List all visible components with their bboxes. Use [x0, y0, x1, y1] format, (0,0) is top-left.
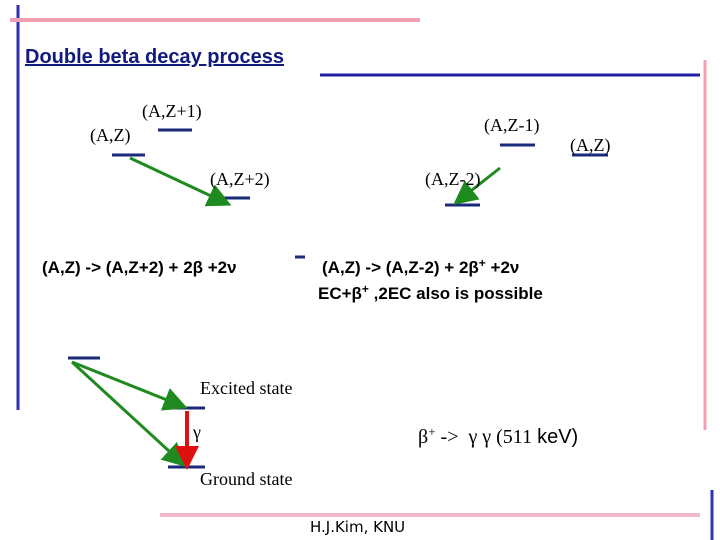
level-label: (A,Z+1) — [142, 101, 202, 122]
decoration — [10, 5, 714, 540]
gamma-levels — [68, 356, 205, 470]
annihilation-part: -> γ γ (511 — [436, 426, 538, 448]
annihilation-part: β — [418, 426, 428, 448]
equation-part: (A,Z) -> (A,Z-2) + 2β — [322, 258, 479, 277]
levels — [112, 128, 608, 259]
note-part: ,2EC also is possible — [369, 284, 543, 303]
level-label: (A,Z) — [570, 135, 610, 156]
title: Double beta decay process — [25, 46, 284, 68]
level-label: (A,Z-2) — [425, 169, 480, 190]
note: EC+β+ ,2EC also is possible — [318, 282, 543, 303]
footer: H.J.Kim, KNU — [310, 518, 405, 536]
level-label: (A,Z+2) — [210, 169, 270, 190]
gamma-label: γ — [192, 422, 201, 442]
level-label: (A,Z) — [90, 125, 130, 146]
equation: (A,Z) -> (A,Z-2) + 2β+ +2ν — [322, 256, 519, 277]
superscript: + — [362, 282, 369, 296]
annihilation: β+ -> γ γ (511 keV) — [418, 424, 578, 448]
level-label: (A,Z-1) — [484, 115, 539, 136]
superscript: + — [428, 424, 435, 439]
equation: (A,Z) -> (A,Z+2) + 2β +2ν — [42, 258, 237, 277]
annihilation-part: keV) — [537, 426, 578, 448]
equation-part: +2ν — [486, 258, 520, 277]
superscript: + — [479, 256, 486, 270]
state-label: Excited state — [200, 378, 292, 398]
note-part: EC+β — [318, 284, 362, 303]
state-label: Ground state — [200, 469, 292, 489]
